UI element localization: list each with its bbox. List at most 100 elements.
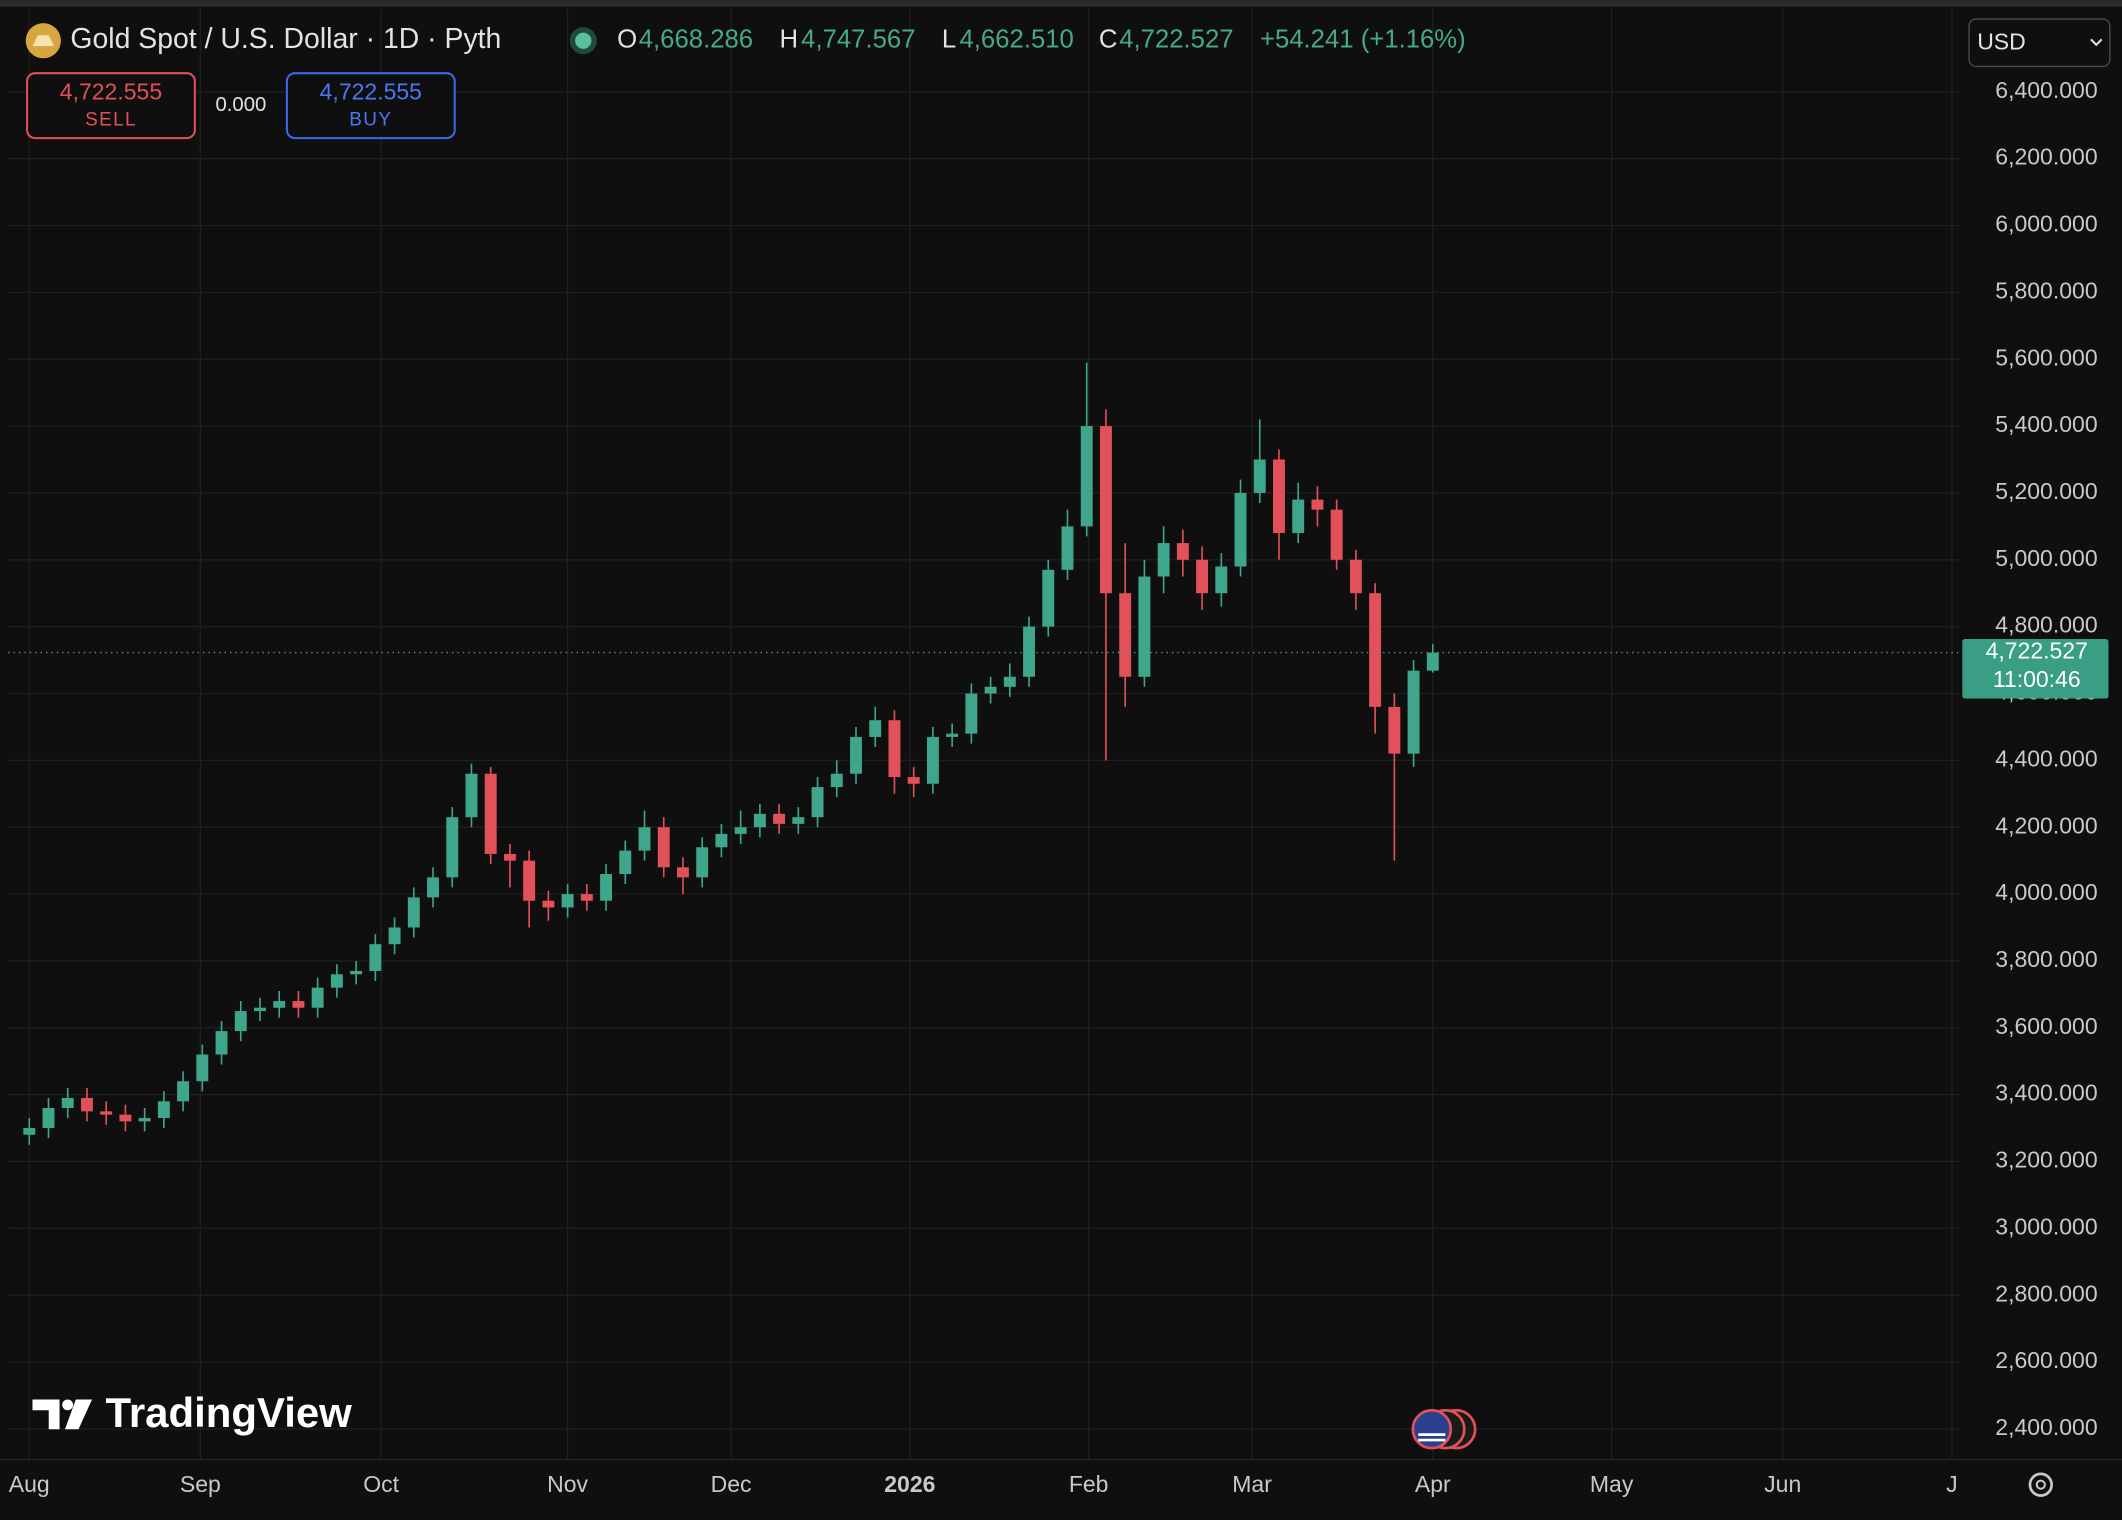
y-tick-label: 5,600.000: [1995, 344, 2097, 370]
candle-body: [619, 850, 632, 875]
candle-body: [196, 1054, 209, 1082]
candle-body: [119, 1114, 132, 1122]
candle-body: [1157, 543, 1170, 577]
candle-body: [715, 833, 728, 848]
candle-body: [1003, 676, 1016, 687]
x-tick-label: Oct: [363, 1471, 399, 1497]
ohlc-value: 4,722.527: [1119, 26, 1233, 54]
candle-body: [61, 1097, 74, 1108]
x-tick-label: Jun: [1764, 1471, 1801, 1497]
candle-body: [773, 813, 786, 824]
buy-price[interactable]: 4,722.555: [320, 79, 422, 105]
logo-text: TradingView: [106, 1389, 353, 1436]
currency[interactable]: USD: [1977, 28, 2026, 54]
buy-button-frame[interactable]: [285, 72, 456, 140]
candle-body: [1253, 459, 1266, 493]
candle-body: [1311, 499, 1324, 510]
candle-body: [792, 817, 805, 824]
candle-body: [234, 1011, 247, 1032]
candle-body: [157, 1101, 170, 1119]
y-tick-label: 4,000.000: [1995, 879, 2097, 905]
x-tick-label: J: [1946, 1471, 1958, 1497]
y-tick-label: 3,800.000: [1995, 946, 2097, 972]
candle-body: [1176, 543, 1189, 560]
buy-button[interactable]: 4,722.555 BUY: [285, 72, 456, 140]
grid: [8, 8, 1960, 1459]
currency-selector[interactable]: USD: [1968, 18, 2111, 68]
currency-chevron[interactable]: [2090, 38, 2103, 47]
candle-body: [1349, 559, 1362, 594]
sell-button-frame[interactable]: [26, 72, 196, 140]
candle-body: [503, 853, 516, 861]
x-tick-label: Sep: [180, 1471, 221, 1497]
event-flag[interactable]: [1411, 1408, 1453, 1450]
ohlc-label: H: [780, 26, 799, 54]
candle-body: [1292, 499, 1305, 534]
candle-body: [254, 1007, 266, 1012]
candle-body: [1080, 426, 1093, 527]
candle-body: [657, 827, 670, 868]
y-tick-label: 6,000.000: [1995, 211, 2097, 237]
y-tick-label: 2,800.000: [1995, 1280, 2097, 1306]
candle-body: [100, 1111, 113, 1115]
spread: 0.000: [216, 94, 267, 116]
sell-price[interactable]: 4,722.555: [60, 79, 162, 105]
candle-body: [427, 877, 439, 898]
price-tag-countdown: 11:00:46: [1993, 666, 2081, 692]
candle-body: [850, 736, 862, 774]
symbol-title[interactable]: Gold Spot / U.S. Dollar · 1D · Pyth: [70, 23, 501, 55]
price-tag: [1962, 639, 2109, 699]
candle-body: [1426, 652, 1439, 671]
candle-body: [369, 944, 382, 971]
candle-body: [1407, 670, 1420, 754]
candle-body: [1273, 459, 1285, 534]
events-icon[interactable]: [1411, 1408, 1477, 1450]
candle-body: [311, 987, 324, 1008]
ohlc-value: 4,747.567: [801, 26, 915, 54]
logo-mark: [32, 1399, 60, 1430]
y-tick-label: 4,800.000: [1995, 612, 2097, 638]
sell-label[interactable]: SELL: [85, 110, 137, 131]
candle-body: [80, 1097, 93, 1112]
candle-body: [1138, 576, 1151, 677]
x-tick-label: Apr: [1415, 1471, 1451, 1497]
candle-body: [388, 927, 401, 945]
candle-body: [138, 1118, 151, 1122]
x-tick-label: Dec: [711, 1471, 752, 1497]
candle-body: [638, 827, 651, 851]
y-tick-label: 6,200.000: [1995, 144, 2097, 170]
y-tick-label: 4,200.000: [1995, 812, 2097, 838]
x-tick-label: 2026: [884, 1471, 935, 1497]
settings-button[interactable]: [2028, 1472, 2053, 1497]
x-tick-label: Aug: [9, 1471, 50, 1497]
candle-body: [869, 720, 882, 737]
y-tick-label: 5,800.000: [1995, 277, 2097, 303]
logo-mark-dot: [62, 1399, 74, 1411]
candle-body: [350, 970, 363, 975]
candle-body: [830, 773, 843, 788]
candle-body: [177, 1081, 190, 1102]
candle-body: [907, 777, 920, 784]
candle-body: [926, 736, 939, 784]
y-tick-label: 5,000.000: [1995, 545, 2097, 571]
y-tick-label: 5,400.000: [1995, 411, 2097, 437]
candle-body: [1099, 426, 1112, 594]
logo: TradingView: [32, 1389, 352, 1436]
x-tick-label: May: [1590, 1471, 1634, 1497]
axes: 2,400.000 2,600.000 2,800.000 3,000.000 3,20…: [0, 77, 2122, 1497]
market-status-dot: [575, 32, 592, 49]
candle-body: [1042, 569, 1055, 627]
sell-button[interactable]: 4,722.555 SELL: [26, 72, 196, 140]
ohlc-label: O: [617, 26, 637, 54]
settings-gear-hub[interactable]: [2035, 1479, 2046, 1490]
currency-frame[interactable]: [1968, 18, 2111, 68]
candle-body: [753, 813, 766, 828]
price-tag-value: 4,722.527: [1986, 638, 2088, 664]
candle-body: [23, 1128, 36, 1135]
buy-label[interactable]: BUY: [349, 110, 392, 131]
settings-gear[interactable]: [2028, 1472, 2053, 1497]
candle-body: [1388, 706, 1401, 754]
candle-body: [1369, 593, 1382, 707]
